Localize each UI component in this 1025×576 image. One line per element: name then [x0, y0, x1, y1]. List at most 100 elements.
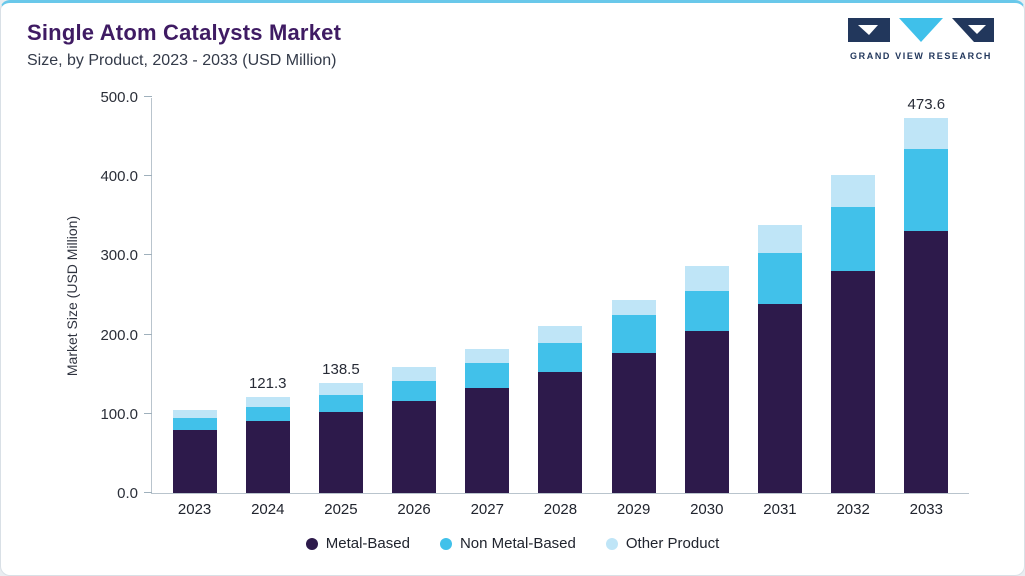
bar-segment-metal-based: [684, 331, 729, 493]
bar-segment-other-product: [172, 410, 217, 419]
bar-segment-non-metal-based: [318, 394, 363, 413]
x-tick-label: 2029: [616, 501, 651, 518]
bar-segment-other-product: [245, 396, 290, 407]
legend-label: Other Product: [625, 535, 720, 552]
bar-segment-non-metal-based: [172, 418, 217, 431]
bar-segment-metal-based: [757, 303, 802, 493]
y-tick-mark: [144, 412, 152, 414]
bar-stack: [318, 383, 363, 493]
chart-subtitle: Size, by Product, 2023 - 2033 (USD Milli…: [27, 52, 337, 69]
x-tick-label: 2031: [763, 501, 797, 518]
bar-group-2023: [172, 98, 217, 493]
x-tick-label: 2033: [909, 501, 943, 518]
y-tick-mark: [144, 333, 152, 335]
y-tick-label: 400.0: [100, 168, 138, 186]
y-tick-label: 0.0: [117, 485, 138, 502]
y-tick-mark: [144, 254, 152, 256]
x-tick-label: 2030: [690, 501, 724, 518]
legend-item-metal-based: Metal-Based: [305, 535, 410, 552]
bar-stack: [757, 224, 802, 493]
bar-group-2027: [465, 98, 510, 493]
bar-segment-other-product: [318, 383, 363, 395]
bar-stack: [172, 410, 217, 493]
bar-segment-non-metal-based: [245, 406, 290, 422]
legend-label: Metal-Based: [325, 535, 410, 552]
plot-area: Market Size (USD Million) 121.3 138.5 473.…: [64, 89, 969, 502]
bar-group-2024: 121.3: [245, 98, 290, 493]
bar-group-2028: [538, 98, 583, 493]
bar-group-2032: [831, 98, 876, 493]
legend-item-other-product: Other Product: [605, 535, 720, 552]
bar-segment-other-product: [831, 174, 876, 207]
x-tick-label: 2032: [836, 501, 870, 518]
bar-segment-other-product: [392, 367, 437, 382]
bar-group-2031: [757, 98, 802, 493]
y-tick-label: 300.0: [100, 247, 138, 265]
bar-segment-non-metal-based: [831, 206, 876, 271]
bar-stack: [465, 349, 510, 493]
bar-segment-metal-based: [245, 421, 290, 493]
bar-segment-non-metal-based: [611, 315, 656, 354]
bar-group-2026: [392, 98, 437, 493]
bar-stack: [684, 265, 729, 493]
chart-header: Single Atom Catalysts Market Size, by Pr…: [1, 3, 1024, 70]
bar-segment-other-product: [757, 224, 802, 253]
bar-stack: [904, 117, 949, 493]
bar-segment-metal-based: [831, 270, 876, 493]
x-tick-label: 2028: [543, 501, 578, 518]
legend-marker: [305, 537, 318, 550]
bar-group-2025: 138.5: [318, 98, 363, 493]
x-tick-label: 2023: [177, 501, 212, 518]
bar-group-2030: [684, 98, 729, 493]
bar-segment-metal-based: [392, 401, 437, 493]
bar-segment-other-product: [904, 117, 949, 149]
chart-title: Single Atom Catalysts Market: [27, 20, 342, 45]
bar-segment-other-product: [538, 326, 583, 344]
legend-item-non-metal-based: Non Metal-Based: [439, 535, 576, 552]
bar-segment-other-product: [465, 349, 510, 363]
y-tick-mark: [144, 492, 152, 493]
bar-total-label: 138.5: [322, 361, 360, 379]
bar-stack: [245, 396, 290, 493]
logo-mark-icon: [848, 18, 994, 42]
legend-marker: [439, 537, 452, 550]
bar-segment-other-product: [684, 265, 729, 291]
y-tick-mark: [144, 175, 152, 177]
bar-group-2033: 473.6: [904, 95, 949, 493]
bar-segment-non-metal-based: [757, 252, 802, 304]
bar-segment-metal-based: [465, 387, 510, 493]
bar-segment-metal-based: [172, 430, 217, 493]
bar-total-label: 473.6: [907, 95, 946, 113]
bar-total-label: 121.3: [248, 374, 287, 392]
x-tick-label: 2026: [397, 501, 431, 518]
bar-segment-non-metal-based: [392, 381, 437, 402]
bar-stack: [611, 299, 656, 493]
legend-label: Non Metal-Based: [459, 535, 576, 552]
logo-text: GRAND VIEW RESEARCH: [850, 51, 992, 61]
bar-segment-metal-based: [611, 353, 656, 493]
bar-segment-non-metal-based: [684, 290, 729, 332]
y-tick-label: 500.0: [100, 89, 138, 106]
bars-container: 121.3 138.5 473.6: [152, 95, 969, 493]
bar-group-2029: [611, 98, 656, 493]
y-tick-label: 100.0: [100, 405, 138, 423]
bar-segment-non-metal-based: [904, 148, 949, 231]
x-tick-label: 2027: [470, 501, 504, 518]
x-axis-labels: 2023 2024 2025 2026 2027 2028 2029 2030 2031 2032…: [152, 501, 969, 518]
bar-segment-metal-based: [904, 230, 949, 493]
bar-segment-non-metal-based: [465, 362, 510, 388]
chart-legend: Metal-Based Non Metal-Based Other Product: [1, 535, 1024, 552]
x-tick-label: 2024: [251, 501, 285, 518]
bar-segment-metal-based: [318, 412, 363, 493]
bar-segment-metal-based: [538, 372, 583, 493]
bar-stack: [831, 174, 876, 493]
bar-stack: [538, 326, 583, 493]
grand-view-research-logo: GRAND VIEW RESEARCH: [846, 17, 996, 61]
y-axis-title: Market Size (USD Million): [64, 215, 80, 377]
bar-stack: [392, 367, 437, 493]
bar-segment-non-metal-based: [538, 343, 583, 373]
x-tick-label: 2025: [324, 501, 358, 518]
y-tick-label: 200.0: [100, 326, 138, 344]
y-tick-mark: [144, 96, 152, 97]
